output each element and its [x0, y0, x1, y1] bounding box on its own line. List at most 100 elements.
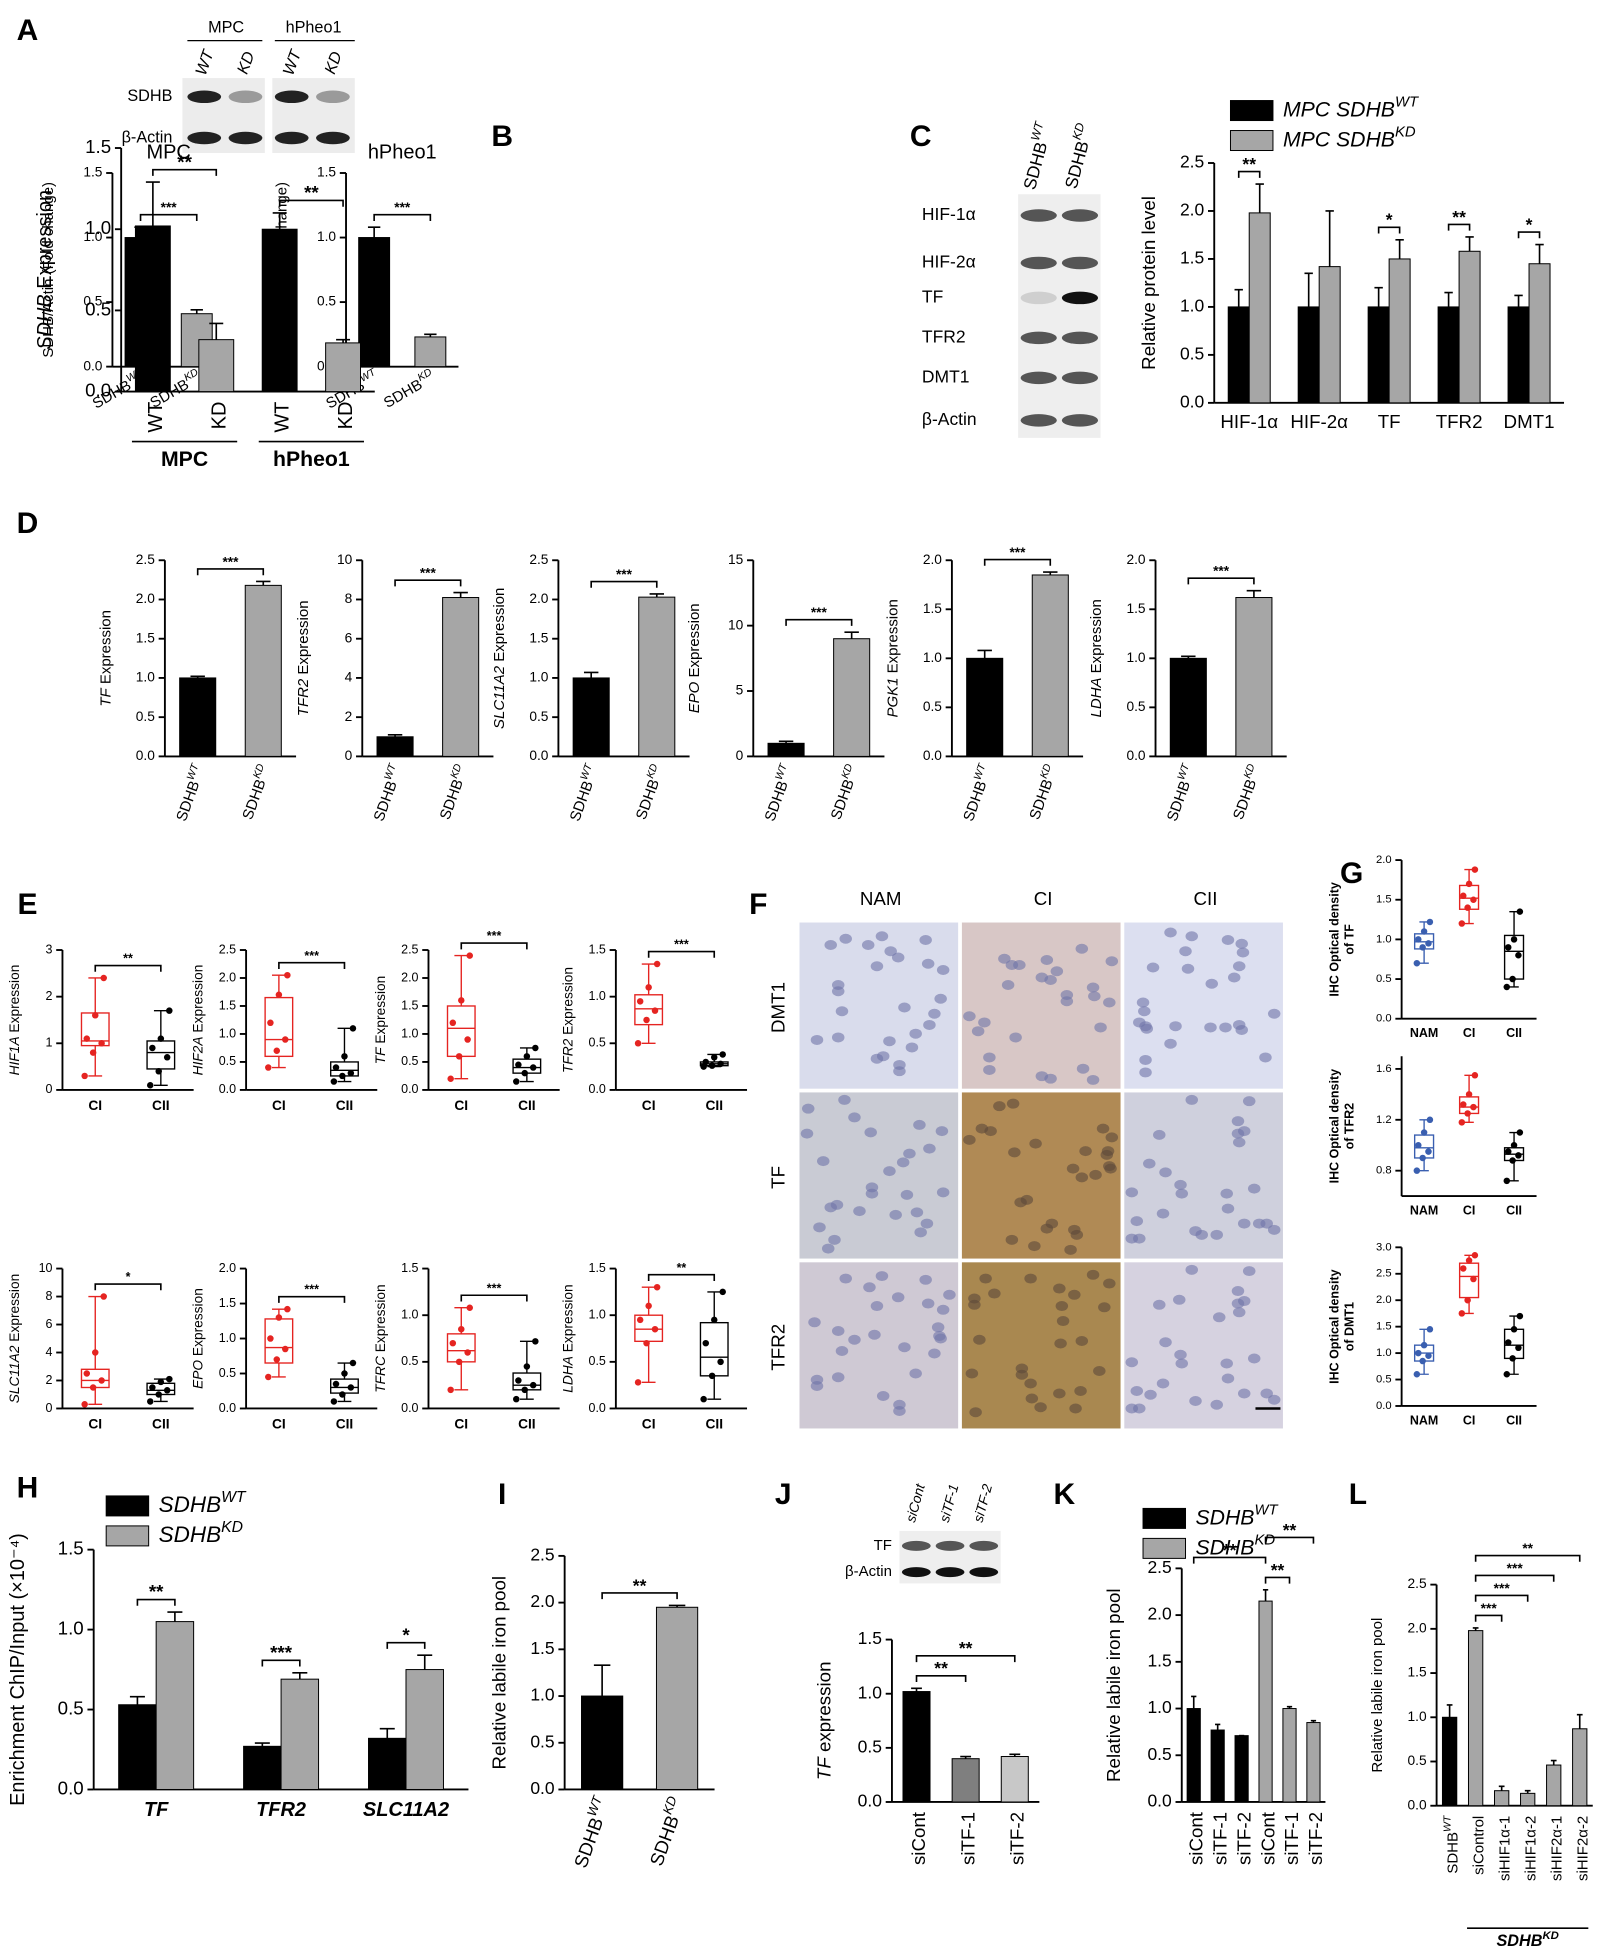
blot-band — [1061, 256, 1099, 270]
error-bar — [209, 322, 224, 340]
y-tick-label: 1.5 — [589, 1261, 606, 1275]
chart-title: MPC — [146, 141, 190, 163]
significance-label: *** — [304, 1283, 319, 1297]
significance-bracket — [460, 942, 528, 950]
blot-band — [1020, 371, 1057, 385]
x-tick-label: siTF-1 — [1281, 1812, 1302, 1865]
data-point — [347, 1384, 355, 1391]
x-tick-label: CII — [705, 1098, 723, 1113]
y-tick-label: 0.5 — [401, 1354, 418, 1368]
whisker — [1419, 1328, 1429, 1375]
significance-bracket — [261, 1659, 301, 1667]
ihc-nucleus — [1068, 1289, 1081, 1300]
significance-label: *** — [1009, 545, 1026, 560]
significance-bracket — [460, 1294, 528, 1302]
y-tick-label: 1.0 — [85, 217, 111, 238]
ihc-nucleus — [810, 1034, 824, 1045]
data-point — [275, 991, 283, 999]
significance-label: *** — [270, 1642, 293, 1663]
error-bar — [1310, 1719, 1317, 1723]
ihc-column-label: CII — [1194, 888, 1218, 909]
y-tick-label: 2 — [46, 989, 53, 1003]
data-point — [636, 998, 644, 1005]
ihc-nucleus — [1173, 1294, 1186, 1305]
data-point — [1504, 1339, 1512, 1346]
ihc-nucleus — [1068, 1224, 1081, 1235]
ihc-nucleus — [1159, 1167, 1172, 1178]
ihc-nucleus — [830, 1199, 844, 1210]
significance-label: *** — [1481, 1601, 1498, 1616]
bar — [833, 638, 871, 757]
data-point — [523, 1363, 531, 1370]
significance-label: * — [126, 1270, 131, 1284]
ihc-nucleus — [1101, 1146, 1115, 1157]
y-tick-label: 0.5 — [83, 294, 102, 309]
data-point — [636, 1316, 644, 1324]
data-point — [521, 1069, 528, 1077]
y-tick-label: 0 — [736, 748, 744, 763]
whisker — [454, 954, 469, 1080]
significance-bracket — [983, 558, 1052, 566]
whisker — [337, 1027, 352, 1083]
y-tick-label: 8 — [46, 1289, 53, 1303]
y-tick-label: 2.0 — [529, 591, 548, 606]
y-tick-label: 0.5 — [1408, 1753, 1427, 1768]
data-point — [717, 1060, 724, 1068]
y-tick-label: 2.0 — [1408, 1620, 1427, 1635]
significance-label: ** — [123, 952, 133, 966]
ihc-nucleus — [1242, 1096, 1256, 1107]
data-point — [284, 971, 291, 979]
x-tick-label: CI — [272, 1098, 286, 1113]
significance-label: ** — [633, 1575, 647, 1595]
ihc-row-label: TF — [767, 1166, 788, 1189]
y-tick-label: 2 — [46, 1373, 53, 1387]
data-point — [265, 1064, 272, 1071]
y-tick-label: 0 — [46, 1082, 53, 1096]
y-tick-label: 0 — [345, 748, 353, 763]
y-tick-label: 1.0 — [58, 1618, 84, 1639]
ihc-nucleus — [905, 1042, 919, 1053]
error-bar — [668, 1604, 686, 1608]
blot-band — [935, 1540, 965, 1551]
whisker — [1419, 921, 1429, 964]
whisker — [454, 1307, 469, 1391]
bar — [1186, 1708, 1201, 1803]
ihc-nucleus — [1140, 1023, 1154, 1034]
bar — [1297, 306, 1320, 404]
blot-row-label: β-Actin — [922, 409, 977, 429]
significance-bracket — [196, 568, 265, 576]
ihc-nucleus — [923, 1143, 936, 1154]
data-point — [339, 1391, 346, 1398]
data-point — [708, 1062, 716, 1069]
error-bar — [453, 591, 468, 598]
blot-band — [901, 1567, 931, 1578]
y-tick-label: 1.0 — [923, 650, 942, 665]
ihc-nucleus — [864, 1127, 877, 1138]
error-bar — [911, 1687, 922, 1692]
ihc-nucleus — [835, 1006, 849, 1017]
y-tick-label: 1.5 — [317, 165, 336, 180]
ihc-nucleus — [1138, 1006, 1151, 1017]
ihc-nucleus — [876, 1051, 890, 1062]
blot-band — [935, 1567, 965, 1578]
bar — [155, 1621, 195, 1790]
ihc-nucleus — [1001, 979, 1015, 990]
panel-letter: E — [17, 888, 37, 921]
ihc-image — [961, 922, 1121, 1089]
blot-band — [1020, 331, 1057, 345]
ihc-nucleus — [1054, 1338, 1067, 1349]
data-point — [1516, 908, 1524, 915]
data-point — [1419, 1357, 1426, 1365]
ihc-nucleus — [920, 1218, 934, 1229]
data-point — [281, 1345, 289, 1353]
error-bar — [1043, 571, 1058, 575]
ihc-nucleus — [1089, 1169, 1102, 1180]
panel-letter: C — [910, 120, 932, 153]
x-tick-label: CI — [454, 1416, 468, 1431]
data-point — [92, 1349, 99, 1356]
ihc-nucleus — [1189, 1395, 1202, 1406]
y-axis-label: TFR2 Expression — [295, 600, 312, 716]
y-tick-label: 4 — [345, 670, 353, 685]
data-point — [719, 1288, 726, 1296]
error-bar — [1498, 1785, 1505, 1791]
